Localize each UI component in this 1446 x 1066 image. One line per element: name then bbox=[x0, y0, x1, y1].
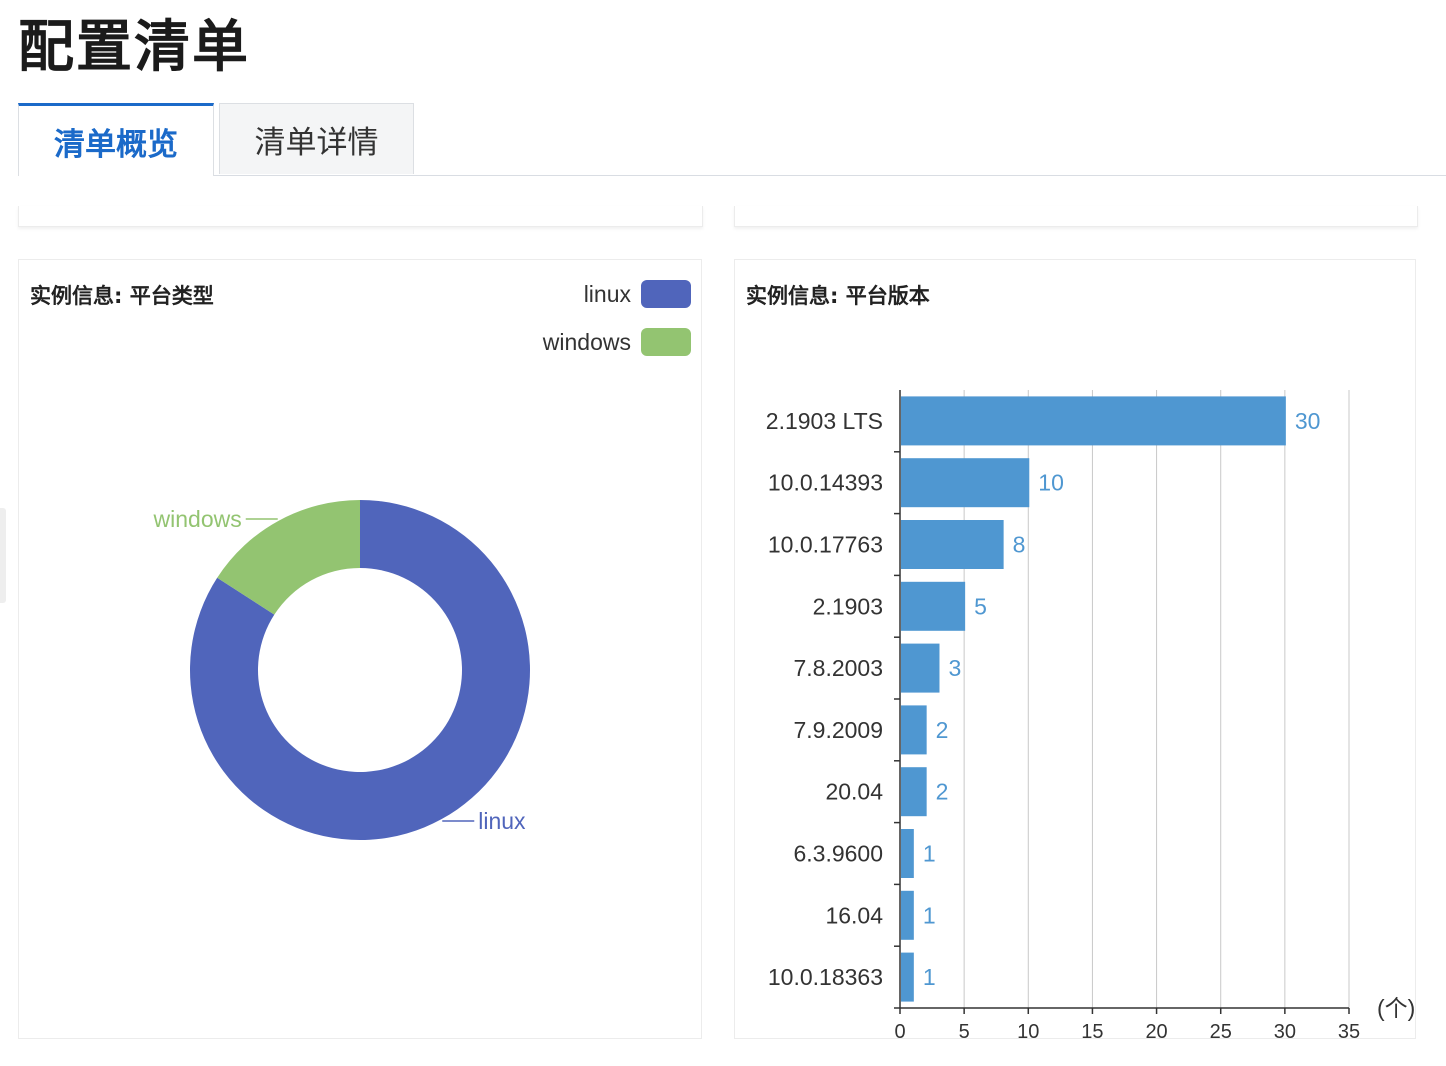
bar bbox=[901, 581, 966, 631]
x-tick-label: 5 bbox=[959, 1021, 970, 1038]
tab-bar: 清单概览 清单详情 bbox=[18, 103, 1446, 176]
legend-label: windows bbox=[542, 328, 631, 355]
card-title: 实例信息: 平台类型 bbox=[30, 284, 214, 308]
bar bbox=[901, 952, 914, 1002]
bar bbox=[901, 767, 927, 817]
bar bbox=[901, 520, 1004, 569]
legend-item-linux[interactable]: linux bbox=[543, 280, 691, 308]
slice-label-linux: linux bbox=[478, 808, 526, 834]
bar bbox=[901, 643, 940, 693]
x-tick-label: 0 bbox=[894, 1021, 905, 1038]
previous-card-bottom bbox=[734, 206, 1418, 227]
bar-value-label: 2 bbox=[936, 779, 949, 805]
legend-label: linux bbox=[583, 280, 631, 307]
x-tick-label: 10 bbox=[1017, 1021, 1039, 1038]
legend-swatch-linux bbox=[641, 280, 691, 308]
legend-swatch-windows bbox=[641, 328, 691, 356]
bar-value-label: 1 bbox=[923, 902, 936, 928]
legend-item-windows[interactable]: windows bbox=[543, 328, 691, 356]
x-tick-label: 35 bbox=[1338, 1021, 1360, 1038]
tab-overview[interactable]: 清单概览 bbox=[18, 103, 214, 176]
tab-details[interactable]: 清单详情 bbox=[219, 103, 414, 174]
x-axis-unit-label: (个) bbox=[1377, 995, 1415, 1021]
page-title: 配置清单 bbox=[18, 15, 250, 80]
x-tick-label: 20 bbox=[1145, 1021, 1167, 1038]
bar-value-label: 8 bbox=[1013, 532, 1026, 558]
x-tick-label: 15 bbox=[1081, 1021, 1103, 1038]
y-tick-label: 16.04 bbox=[825, 902, 883, 928]
y-tick-label: 6.3.9600 bbox=[793, 841, 883, 867]
y-tick-label: 20.04 bbox=[825, 779, 883, 805]
y-tick-label: 10.0.18363 bbox=[768, 964, 883, 990]
bar bbox=[901, 890, 914, 940]
previous-card-bottom bbox=[18, 206, 703, 227]
y-tick-label: 7.8.2003 bbox=[793, 655, 883, 681]
card-title: 实例信息: 平台版本 bbox=[746, 284, 930, 308]
bar bbox=[901, 396, 1286, 446]
bar-value-label: 30 bbox=[1295, 408, 1321, 434]
bar-value-label: 10 bbox=[1038, 470, 1064, 496]
bar bbox=[901, 705, 927, 755]
platform-version-card: 实例信息: 平台版本 0 5 10 15 20 25 30 35 2.1903 LTS 30 10.… bbox=[734, 259, 1416, 1039]
slice-label-windows: windows bbox=[153, 506, 242, 532]
donut-slice-windows bbox=[217, 500, 360, 615]
platform-type-card: 实例信息: 平台类型 linux windows linux windows bbox=[18, 259, 702, 1039]
chart-legend: linux windows bbox=[543, 280, 691, 376]
y-tick-label: 10.0.14393 bbox=[768, 470, 883, 496]
bar-value-label: 1 bbox=[923, 841, 936, 867]
bar bbox=[901, 829, 914, 878]
x-tick-label: 30 bbox=[1274, 1021, 1296, 1038]
y-tick-label: 7.9.2009 bbox=[793, 717, 883, 743]
bar-value-label: 2 bbox=[936, 717, 949, 743]
bar-value-label: 3 bbox=[948, 655, 961, 681]
bar bbox=[901, 458, 1030, 508]
bar-value-label: 5 bbox=[974, 593, 987, 619]
y-tick-label: 10.0.17763 bbox=[768, 532, 883, 558]
donut-slice-linux bbox=[189, 500, 530, 840]
y-tick-label: 2.1903 LTS bbox=[766, 408, 883, 434]
side-drawer-handle[interactable] bbox=[0, 508, 6, 603]
bar-value-label: 1 bbox=[923, 964, 936, 990]
x-tick-label: 25 bbox=[1210, 1021, 1232, 1038]
donut-chart: linux windows bbox=[153, 500, 530, 840]
y-tick-label: 2.1903 bbox=[813, 593, 883, 619]
